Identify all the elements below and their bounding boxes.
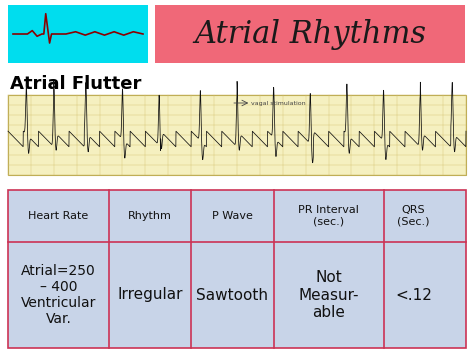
- Text: <.12: <.12: [395, 288, 432, 302]
- Bar: [8, 95, 466, 175]
- Text: PR Interval
(sec.): PR Interval (sec.): [298, 205, 359, 227]
- Text: Atrial=250
– 400
Ventricular
Var.: Atrial=250 – 400 Ventricular Var.: [21, 264, 96, 326]
- Text: P Wave: P Wave: [212, 211, 253, 221]
- Bar: [155, 5, 465, 63]
- Text: Atrial Flutter: Atrial Flutter: [10, 75, 141, 93]
- Text: Heart Rate: Heart Rate: [28, 211, 89, 221]
- Text: Not
Measur-
able: Not Measur- able: [298, 270, 359, 320]
- Bar: [8, 5, 148, 63]
- Text: Rhythm: Rhythm: [128, 211, 172, 221]
- Text: Atrial Rhythms: Atrial Rhythms: [194, 18, 426, 49]
- Text: QRS
(Sec.): QRS (Sec.): [397, 205, 429, 227]
- Text: Irregular: Irregular: [117, 288, 183, 302]
- Text: Sawtooth: Sawtooth: [196, 288, 268, 302]
- Bar: [8, 190, 466, 348]
- Text: vagal stimulation: vagal stimulation: [251, 100, 306, 105]
